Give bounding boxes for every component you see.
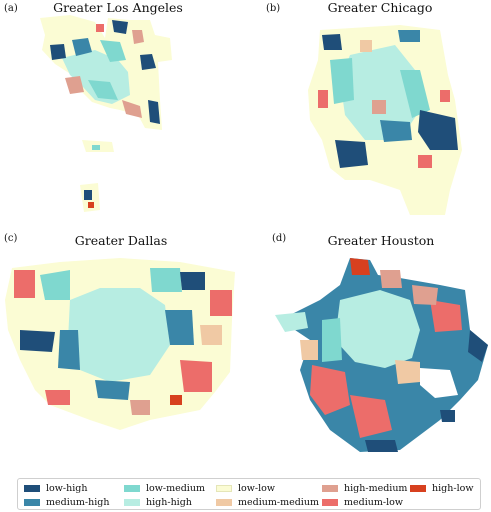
legend-label: high-medium [344,483,408,494]
map-chicago [308,25,462,215]
region-low-medium [88,80,118,100]
region-medium-low [430,300,462,332]
region-medium-low [418,155,432,168]
region-high-high [275,312,308,332]
region-high-low [350,258,370,275]
legend-swatch [216,485,232,492]
region-medium-medium [360,40,372,52]
region-high-medium [372,100,386,114]
legend-swatch [410,485,426,492]
region-low-high [50,44,66,60]
region-medium-high [72,38,92,56]
region-high-medium [122,100,142,118]
region-medium-high [380,120,412,142]
panel-title: Greater Los Angeles [53,0,183,15]
region-high-low [170,395,182,405]
region-high-medium [380,270,402,288]
legend-label: high-high [146,497,192,508]
region-medium-low [310,365,350,415]
legend-swatch [124,485,140,492]
legend-swatch [216,499,232,506]
legend-label: medium-low [344,497,403,508]
region-medium-low [180,360,212,392]
map-houston [275,258,488,452]
legend-label: low-medium [146,483,205,494]
region-medium-medium [395,360,420,384]
legend-item: medium-medium [216,497,319,508]
region-high-high [68,288,170,382]
region-medium-low [14,270,35,298]
region-high-high [340,45,420,140]
panel-letter: (a) [4,3,18,14]
region-low-high [440,410,455,422]
region-medium-low [350,395,392,438]
region-high-medium [65,76,84,94]
panel-letter: (d) [272,233,287,244]
legend-item: high-high [124,497,192,508]
region-medium-high [398,30,420,42]
legend-swatch [24,499,40,506]
legend-item: low-medium [124,483,205,494]
region-low-medium [100,40,126,62]
legend-swatch [124,499,140,506]
region-low-high [140,54,156,70]
region-low-medium [400,70,430,118]
region-low-high [180,272,205,290]
legend-item: medium-high [24,497,109,508]
legend-label: low-low [238,483,275,494]
region-medium-low [210,290,232,316]
region-medium-low [96,24,104,32]
region-medium-low [440,90,450,102]
region-medium-medium [200,325,222,345]
region-low-high [84,190,92,200]
legend-label: medium-high [46,497,110,508]
region-low-high [468,330,488,362]
legend-item: medium-low [322,497,403,508]
region-low-high [322,34,342,50]
panel-title: Greater Houston [327,233,435,248]
region-medium-low [318,90,328,108]
region-low-high [365,440,398,452]
map-dallas [5,258,235,430]
region-high-low [88,202,94,208]
legend-item: low-low [216,483,275,494]
region-low-high [148,100,160,124]
region-high-high [335,290,420,368]
region-low-medium [92,145,100,150]
region-low-high [418,110,458,150]
region-medium-high [165,310,194,345]
legend-label: high-low [432,483,474,494]
legend: low-high medium-high low-medium high-hig… [17,478,481,510]
region-medium-high [95,380,130,400]
region-medium-low [45,390,70,405]
region-medium-high [58,330,80,370]
legend-label: low-high [46,483,88,494]
legend-label: medium-medium [238,497,319,508]
legend-swatch [322,485,338,492]
region-gap [420,368,458,398]
legend-item: high-medium [322,483,407,494]
region-low-medium [330,58,354,104]
map-los-angeles [40,15,172,212]
region-high-medium [132,30,144,44]
legend-swatch [24,485,40,492]
panel-letter: (c) [4,233,18,244]
region-low-high [335,140,368,168]
panel-title: Greater Dallas [74,233,168,248]
region-low-high [20,330,55,352]
region-medium-medium [300,340,318,360]
legend-swatch [322,499,338,506]
region-low-medium [322,318,342,362]
legend-item: high-low [410,483,473,494]
region-high-medium [412,285,438,305]
region-high-medium [130,400,150,415]
region-low-high [112,20,128,34]
region-low-medium [150,268,182,292]
region-low-medium [40,270,70,300]
panel-letter: (b) [266,3,281,14]
panel-title: Greater Chicago [327,0,433,15]
legend-item: low-high [24,483,87,494]
